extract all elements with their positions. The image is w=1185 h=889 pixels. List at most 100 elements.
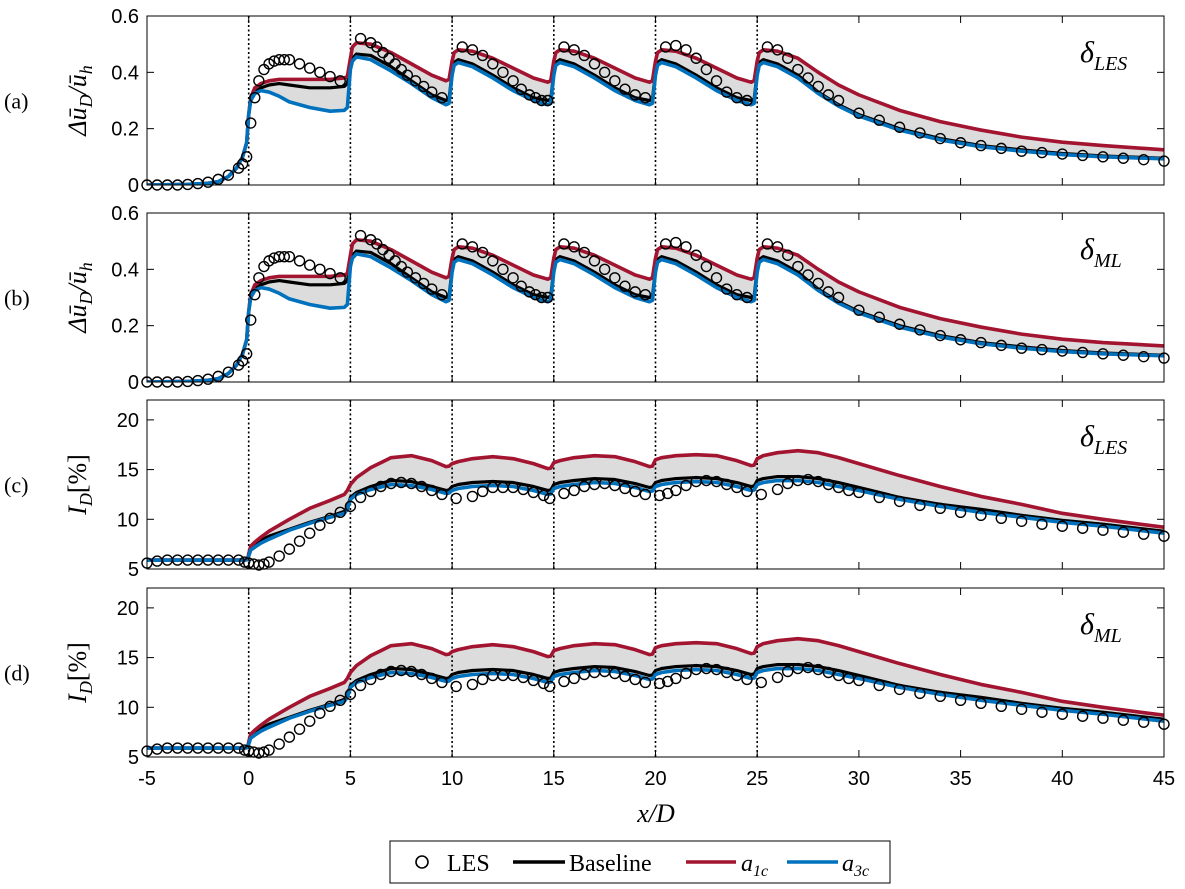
les-point-1-21 — [293, 255, 306, 267]
legend-a3c-sub: 3c — [853, 863, 869, 880]
les-point-2-76 — [954, 506, 967, 519]
les-point-0-63 — [710, 75, 723, 87]
les-point-2-26 — [375, 480, 387, 493]
xtick-label-9: 40 — [1051, 768, 1073, 790]
les-point-2-25 — [365, 485, 377, 498]
les-point-2-49 — [619, 482, 631, 495]
ylabel-main-3: I — [63, 693, 92, 704]
ylabel-sub1-0: D — [76, 94, 96, 108]
les-point-0-65 — [731, 91, 743, 104]
les-point-1-35 — [417, 277, 430, 290]
les-point-2-64 — [782, 477, 794, 490]
panel-label-0: (a) — [4, 89, 28, 114]
les-point-3-72 — [873, 679, 885, 692]
les-point-0-60 — [680, 44, 692, 56]
ytick-label-3-1: 10 — [117, 697, 139, 719]
les-point-3-73 — [893, 683, 906, 696]
les-point-2-61 — [741, 485, 753, 498]
les-point-1-76 — [873, 311, 885, 323]
les-point-0-22 — [304, 62, 316, 74]
xtick-label-0: -5 — [138, 768, 156, 790]
les-point-2-72 — [873, 491, 885, 504]
les-point-2-13 — [253, 559, 265, 571]
les-point-0-66 — [741, 94, 753, 107]
les-point-1-38 — [456, 238, 468, 250]
les-point-0-23 — [314, 66, 326, 79]
les-point-3-35 — [476, 673, 489, 686]
legend: LES Baseline a1c a3c — [389, 840, 891, 884]
les-point-0-37 — [436, 91, 448, 104]
les-point-0-54 — [609, 75, 621, 87]
les-point-0-86 — [1076, 149, 1089, 162]
series-a3c-1 — [147, 252, 1164, 382]
les-point-2-24 — [354, 491, 367, 504]
les-point-0-12 — [245, 117, 257, 129]
ylabel-sub1-1: D — [76, 291, 96, 305]
les-point-3-43 — [558, 675, 570, 688]
les-point-2-22 — [334, 506, 346, 519]
les-point-0-21 — [293, 58, 306, 70]
les-point-3-69 — [832, 669, 845, 682]
legend-a1c-main: a — [741, 851, 753, 877]
les-point-1-26 — [354, 229, 367, 242]
les-point-1-72 — [812, 277, 824, 290]
les-point-2-32 — [436, 488, 448, 501]
les-point-1-25 — [334, 272, 346, 284]
les-point-0-89 — [1137, 153, 1150, 166]
les-point-3-55 — [680, 667, 692, 680]
panel-1: 0 0.2 0.4 0.6 ΔūD/ūh (b) δML — [4, 203, 1170, 394]
les-point-3-42 — [544, 680, 556, 693]
les-point-2-62 — [755, 488, 767, 501]
les-point-2-44 — [568, 484, 580, 497]
les-point-1-66 — [741, 291, 753, 304]
les-point-3-44 — [568, 672, 580, 685]
les-point-1-47 — [535, 291, 548, 304]
les-point-0-73 — [822, 89, 835, 101]
les-point-0-24 — [324, 70, 336, 83]
ylabel-slash-0: /ū — [63, 74, 92, 96]
les-point-3-41 — [537, 677, 550, 690]
les-point-0-36 — [426, 86, 438, 98]
les-point-1-14 — [253, 272, 265, 284]
les-point-1-49 — [558, 238, 570, 250]
les-point-3-62 — [755, 676, 767, 689]
les-point-1-19 — [278, 250, 290, 263]
les-point-3-67 — [812, 663, 824, 676]
les-point-2-40 — [527, 486, 540, 499]
les-point-3-21 — [324, 700, 336, 712]
les-point-3-39 — [517, 671, 529, 684]
les-point-2-85 — [1137, 528, 1150, 540]
les-point-3-22 — [334, 694, 346, 707]
les-point-1-8 — [222, 366, 235, 378]
les-point-1-64 — [720, 283, 733, 295]
les-point-1-7 — [212, 370, 224, 383]
les-point-2-60 — [731, 481, 743, 494]
les-point-1-44 — [515, 280, 527, 292]
les-point-0-26 — [354, 32, 367, 45]
les-point-2-63 — [771, 483, 784, 496]
les-point-2-59 — [720, 478, 733, 491]
les-point-2-21 — [324, 512, 336, 524]
les-point-3-78 — [995, 700, 1007, 712]
les-point-0-25 — [334, 75, 346, 87]
les-point-2-50 — [629, 485, 641, 498]
les-point-0-52 — [588, 58, 601, 70]
les-point-3-15 — [263, 744, 275, 756]
les-point-1-40 — [476, 246, 489, 259]
series-a1c-3 — [147, 636, 1164, 750]
xtick-label-1: 0 — [243, 768, 254, 790]
les-point-1-74 — [832, 291, 845, 304]
les-point-0-85 — [1056, 148, 1069, 160]
y-axis-label-0: ΔūD/ūh — [63, 65, 96, 137]
les-point-2-18 — [293, 535, 306, 547]
les-point-1-23 — [314, 263, 326, 276]
x-axis: -5 0 5 10 15 20 25 30 35 40 45 — [138, 768, 1175, 790]
les-point-1-67 — [761, 238, 774, 250]
les-point-2-35 — [476, 485, 489, 498]
ylabel-sub2-0: h — [76, 65, 96, 74]
les-point-3-50 — [629, 673, 641, 686]
ylabel-slash-1: /ū — [63, 271, 92, 293]
legend-a1c-sub: 1c — [753, 863, 768, 880]
les-point-1-29 — [377, 243, 389, 256]
les-point-3-58 — [710, 663, 723, 676]
